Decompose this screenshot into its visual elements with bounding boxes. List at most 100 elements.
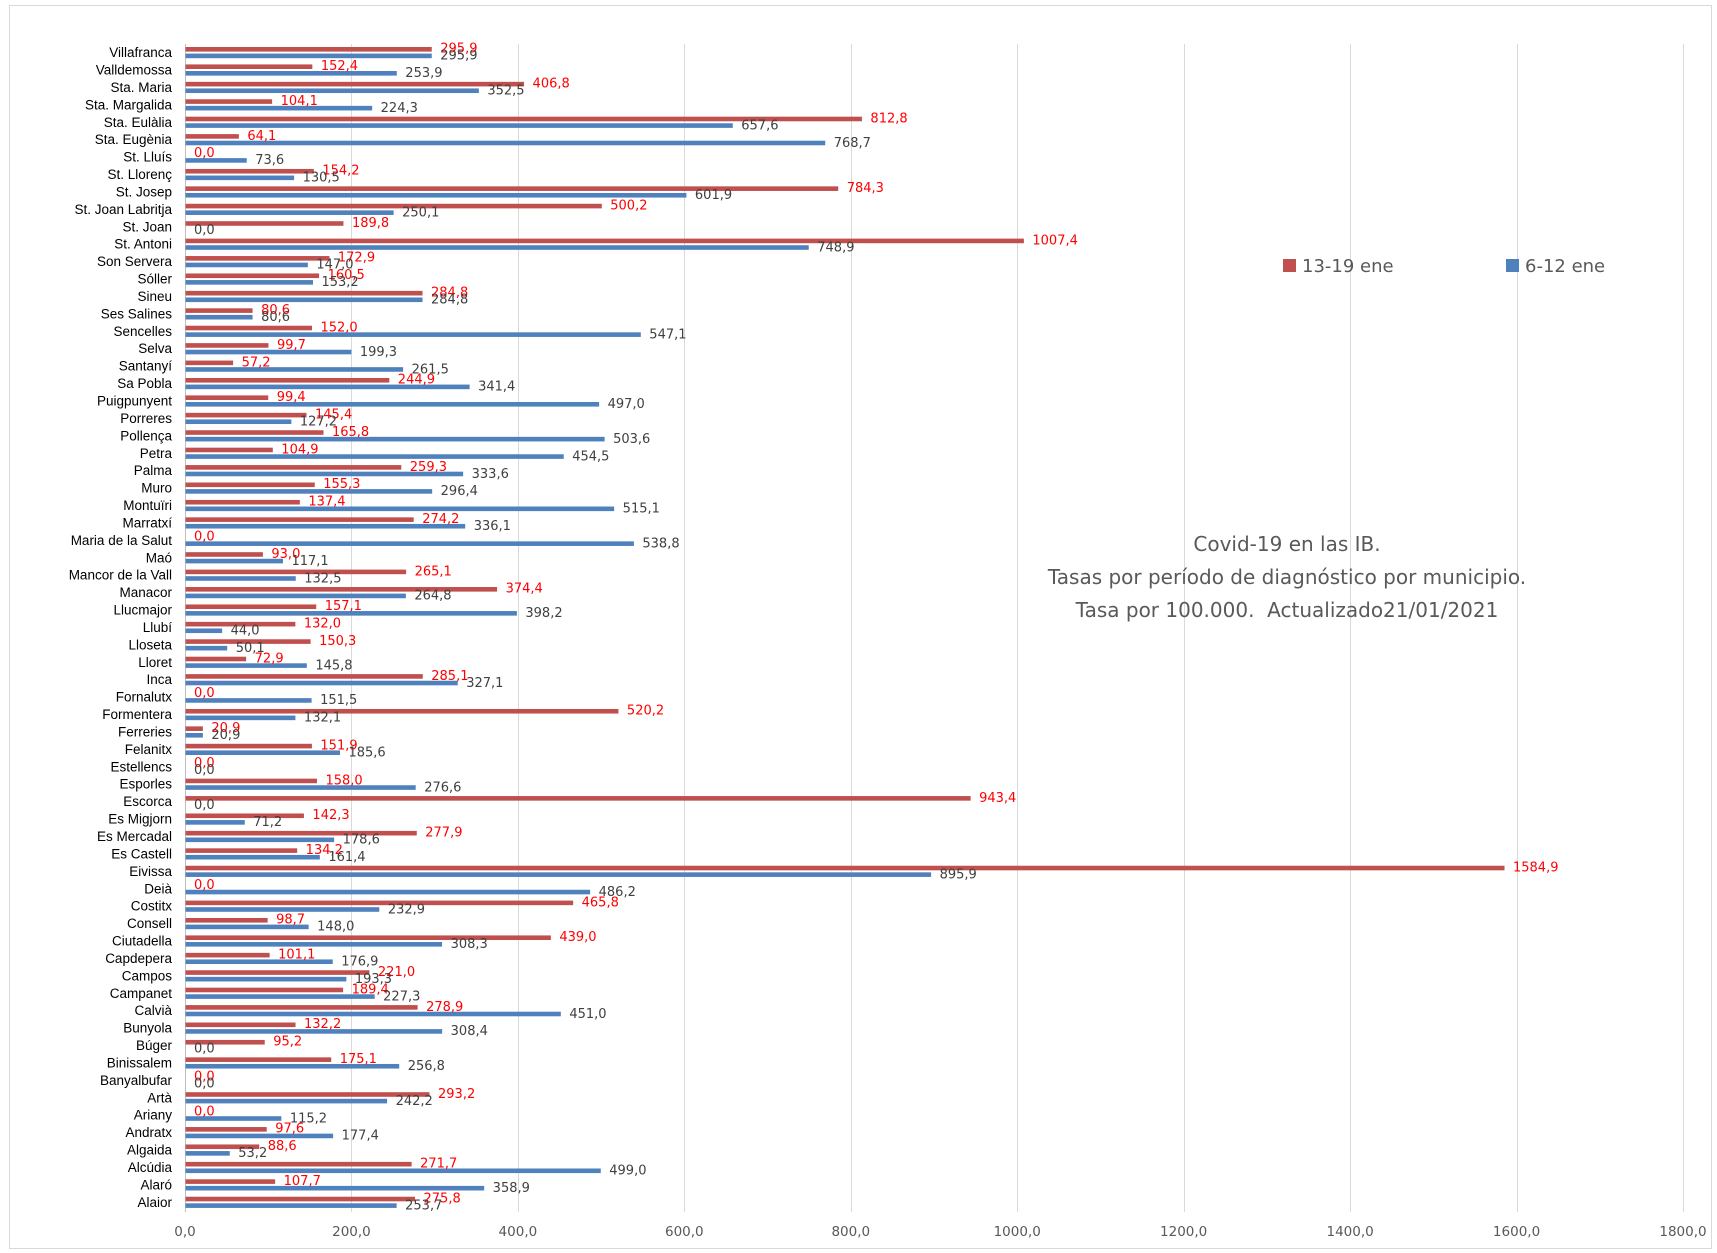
category-label: Consell — [127, 916, 172, 931]
bar-13-19-ene — [185, 203, 602, 209]
bar-13-19-ene — [185, 64, 313, 70]
bar-13-19-ene — [185, 656, 247, 662]
category-label: St. Lluís — [123, 150, 172, 165]
category-label: Formentera — [102, 707, 172, 722]
value-label-13-19-ene: 274,2 — [422, 512, 459, 527]
value-label-6-12-ene: 242,2 — [396, 1094, 433, 1109]
category-label: Petra — [140, 446, 173, 461]
bar-6-12-ene — [185, 872, 932, 877]
category-label: Es Mercadal — [97, 829, 172, 844]
value-label-13-19-ene: 189,4 — [352, 982, 389, 997]
bar-6-12-ene — [185, 1185, 485, 1191]
value-label-13-19-ene: 1584,9 — [1513, 860, 1559, 875]
bar-13-19-ene — [185, 360, 234, 366]
value-label-6-12-ene: 336,1 — [474, 519, 511, 534]
category-label: Ariany — [134, 1108, 173, 1123]
value-label-6-12-ene: 50,1 — [236, 641, 265, 656]
category-label: Sa Pobla — [117, 376, 172, 391]
bar-6-12-ene — [185, 593, 406, 599]
bar-6-12-ene — [185, 245, 809, 250]
bar-13-19-ene — [185, 116, 862, 122]
chart-title-line-1: Covid-19 en las IB. — [1193, 532, 1380, 556]
value-label-13-19-ene: 271,7 — [420, 1157, 457, 1172]
bar-13-19-ene — [185, 604, 317, 610]
bar-6-12-ene — [185, 994, 375, 999]
value-label-13-19-ene: 285,1 — [431, 669, 468, 684]
value-label-13-19-ene: 64,1 — [247, 129, 276, 144]
value-label-6-12-ene: 657,6 — [741, 118, 778, 133]
value-label-13-19-ene: 244,9 — [398, 373, 435, 388]
value-label-13-19-ene: 155,3 — [323, 477, 360, 492]
value-label-13-19-ene: 278,9 — [426, 1000, 463, 1015]
category-label: Calvià — [134, 1003, 172, 1018]
value-label-6-12-ene: 341,4 — [478, 380, 515, 395]
category-label: St. Joan — [122, 219, 172, 234]
value-label-13-19-ene: 150,3 — [319, 634, 356, 649]
bar-13-19-ene — [185, 81, 525, 87]
bar-13-19-ene — [185, 412, 307, 418]
bar-6-12-ene — [185, 558, 283, 564]
value-label-6-12-ene: 73,6 — [255, 153, 284, 168]
x-tick-label: 600,0 — [665, 1224, 704, 1240]
value-label-6-12-ene: 145,8 — [315, 658, 352, 673]
category-label: Sencelles — [113, 324, 172, 339]
bar-6-12-ene — [185, 192, 687, 198]
bar-6-12-ene — [185, 837, 335, 843]
value-label-13-19-ene: 151,9 — [320, 739, 357, 754]
value-label-6-12-ene: 547,1 — [649, 327, 686, 342]
category-label: Es Castell — [111, 846, 172, 861]
value-label-6-12-ene: 352,5 — [487, 84, 524, 99]
value-label-13-19-ene: 99,7 — [277, 338, 306, 353]
x-axis-ticks: 0,0 200,0 400,0 600,0 800,0 1000,0 1200,0 1400,… — [174, 1224, 1706, 1240]
value-label-13-19-ene: 0,0 — [194, 529, 215, 544]
value-label-6-12-ene: 161,4 — [328, 850, 365, 865]
value-label-6-12-ene: 308,3 — [451, 937, 488, 952]
category-label: Sóller — [137, 272, 172, 287]
value-label-6-12-ene: 895,9 — [940, 867, 977, 882]
category-label: Lloseta — [128, 637, 172, 652]
value-label-13-19-ene: 172,9 — [338, 251, 375, 266]
value-label-13-19-ene: 295,9 — [440, 42, 477, 57]
value-label-6-12-ene: 451,0 — [569, 1007, 606, 1022]
value-label-13-19-ene: 812,8 — [870, 111, 907, 126]
x-tick-label: 1400,0 — [1326, 1224, 1373, 1240]
value-label-13-19-ene: 80,6 — [261, 303, 290, 318]
bar-13-19-ene — [185, 47, 432, 52]
value-label-6-12-ene: 748,9 — [817, 240, 854, 255]
bar-13-19-ene — [185, 447, 273, 453]
bar-13-19-ene — [185, 482, 315, 488]
bar-13-19-ene — [185, 395, 269, 400]
bar-13-19-ene — [185, 256, 330, 261]
value-label-13-19-ene: 293,2 — [438, 1087, 475, 1102]
bar-6-12-ene — [185, 1151, 230, 1156]
category-label: Inca — [146, 672, 172, 687]
bar-6-12-ene — [185, 715, 296, 721]
bar-6-12-ene — [185, 1203, 397, 1208]
category-label: Villafranca — [109, 45, 172, 60]
bar-6-12-ene — [185, 349, 352, 355]
bar-13-19-ene — [185, 813, 304, 819]
value-label-13-19-ene: 165,8 — [332, 425, 369, 440]
bar-6-12-ene — [185, 71, 397, 76]
value-labels: 295,9 152,4 406,8 104,1 812,8 64,1 0,0 154,2 784… — [194, 42, 1558, 1214]
bar-6-12-ene — [185, 698, 312, 703]
bar-13-19-ene — [185, 1005, 418, 1010]
bar-13-19-ene — [185, 621, 296, 627]
bar-6-12-ene — [185, 1063, 400, 1069]
legend-swatch-6-12-ene — [1506, 259, 1519, 272]
category-label: Sineu — [137, 289, 172, 304]
bar-13-19-ene — [185, 1144, 260, 1150]
value-label-13-19-ene: 277,9 — [425, 826, 462, 841]
value-label-13-19-ene: 374,4 — [506, 582, 543, 597]
bar-6-12-ene — [185, 976, 347, 982]
bar-6-12-ene — [185, 541, 634, 546]
bar-13-19-ene — [185, 517, 414, 522]
value-label-6-12-ene: 253,9 — [405, 66, 442, 81]
bar-6-12-ene — [185, 732, 203, 738]
category-label: Eivissa — [129, 864, 172, 879]
category-label: Puigpunyent — [97, 394, 172, 409]
category-label: Selva — [138, 341, 172, 356]
bar-13-19-ene — [185, 1179, 276, 1184]
value-label-13-19-ene: 20,9 — [211, 721, 240, 736]
